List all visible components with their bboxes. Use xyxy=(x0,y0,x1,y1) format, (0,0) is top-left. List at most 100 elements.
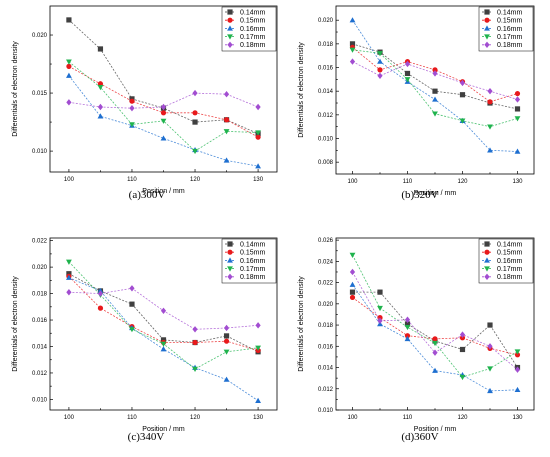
x-tick-label: 120 xyxy=(457,415,468,421)
data-point xyxy=(514,386,521,393)
x-tick-label: 110 xyxy=(403,179,413,185)
data-point xyxy=(459,79,466,87)
data-point xyxy=(129,301,135,307)
data-point xyxy=(349,17,356,23)
data-point xyxy=(66,72,72,78)
data-point xyxy=(255,345,261,351)
x-axis-label: Position / mm xyxy=(142,188,185,195)
legend-marker xyxy=(484,273,490,280)
data-point xyxy=(432,96,438,102)
data-point xyxy=(487,99,493,105)
legend-marker xyxy=(484,34,490,40)
legend-marker xyxy=(227,9,233,15)
y-tick-label: 0.014 xyxy=(32,344,48,350)
panel-caption: (d)360V xyxy=(401,431,438,443)
legend-marker xyxy=(227,25,233,31)
legend-label: 0.15mm xyxy=(240,18,265,25)
x-axis-label: Position / mm xyxy=(142,426,185,433)
data-point xyxy=(349,47,356,53)
y-tick-label: 0.014 xyxy=(318,366,334,372)
legend-marker xyxy=(227,17,233,23)
data-point xyxy=(97,305,104,311)
data-point xyxy=(129,104,135,112)
chart-panel-2: 100 110 120 130 0.010 0.012 0.014 0.016 0.018 0.0… xyxy=(12,237,278,443)
data-point xyxy=(66,289,72,296)
data-point xyxy=(377,317,383,325)
data-point xyxy=(223,117,230,123)
data-point xyxy=(487,343,493,350)
data-point xyxy=(66,274,72,280)
y-tick-label: 0.018 xyxy=(318,323,334,329)
data-point xyxy=(160,346,167,352)
data-point xyxy=(432,367,438,373)
series-line-0.15mm xyxy=(68,66,259,138)
legend-marker xyxy=(484,25,490,31)
y-tick-label: 0.022 xyxy=(32,239,48,245)
data-point xyxy=(514,90,521,97)
data-point xyxy=(432,70,438,77)
legend-marker xyxy=(227,273,233,280)
chart-panel-3: 100 110 120 130 0.010 0.012 0.014 0.016 0.018 0.0… xyxy=(298,237,535,443)
y-tick-label: 0.012 xyxy=(32,371,48,377)
chart-panel-1: 100 110 120 130 0.008 0.010 0.012 0.014 0.016 0.0… xyxy=(298,5,535,201)
x-tick-label: 130 xyxy=(253,177,264,183)
data-point xyxy=(160,103,167,111)
x-tick-label: 110 xyxy=(403,415,413,421)
y-tick-label: 0.024 xyxy=(318,259,334,265)
data-point xyxy=(377,289,383,295)
legend-marker xyxy=(227,34,233,40)
legend-marker xyxy=(484,266,490,272)
panel-caption: (b)320V xyxy=(401,189,438,201)
y-tick-label: 0.018 xyxy=(32,292,48,298)
data-point xyxy=(487,147,493,153)
x-tick-label: 110 xyxy=(127,177,137,183)
x-axis-label: Position / mm xyxy=(414,426,457,433)
y-axis-label: Differentials of electron density xyxy=(298,276,305,372)
x-tick-label: 100 xyxy=(64,415,75,421)
data-point xyxy=(514,352,521,358)
legend-marker xyxy=(227,257,233,263)
panel-caption: (a)300V xyxy=(129,189,166,201)
x-tick-label: 120 xyxy=(190,177,201,183)
legend-marker xyxy=(227,241,233,247)
data-point xyxy=(97,290,104,297)
y-tick-label: 0.008 xyxy=(318,160,334,166)
data-point xyxy=(66,99,72,106)
data-point xyxy=(514,106,521,112)
data-point xyxy=(223,157,230,163)
data-point xyxy=(160,135,167,141)
data-point xyxy=(459,346,466,353)
data-point xyxy=(66,271,72,277)
data-point xyxy=(192,110,198,116)
legend-label: 0.18mm xyxy=(240,42,265,49)
legend-marker xyxy=(484,257,490,263)
y-tick-label: 0.026 xyxy=(318,238,334,244)
data-point xyxy=(514,96,521,103)
y-tick-label: 0.014 xyxy=(318,89,334,95)
x-tick-label: 100 xyxy=(64,177,75,183)
data-point xyxy=(432,111,438,117)
x-tick-label: 130 xyxy=(253,415,264,421)
data-point xyxy=(255,103,261,111)
legend-label: 0.15mm xyxy=(497,18,522,25)
data-point xyxy=(192,89,198,97)
data-point xyxy=(160,341,167,347)
data-point xyxy=(129,285,135,292)
data-point xyxy=(160,307,167,314)
data-point xyxy=(487,322,493,328)
data-point xyxy=(459,118,466,124)
data-point xyxy=(192,148,198,155)
data-point xyxy=(514,366,521,373)
y-tick-label: 0.010 xyxy=(32,149,48,155)
data-point xyxy=(66,259,72,265)
data-point xyxy=(66,59,72,65)
legend-label: 0.14mm xyxy=(240,241,265,248)
data-point xyxy=(223,333,230,339)
legend-label: 0.14mm xyxy=(240,9,265,16)
data-point xyxy=(129,98,135,104)
data-point xyxy=(160,118,167,124)
y-tick-label: 0.016 xyxy=(32,318,48,324)
data-point xyxy=(223,129,230,135)
data-point xyxy=(97,103,104,111)
data-point xyxy=(487,387,493,394)
